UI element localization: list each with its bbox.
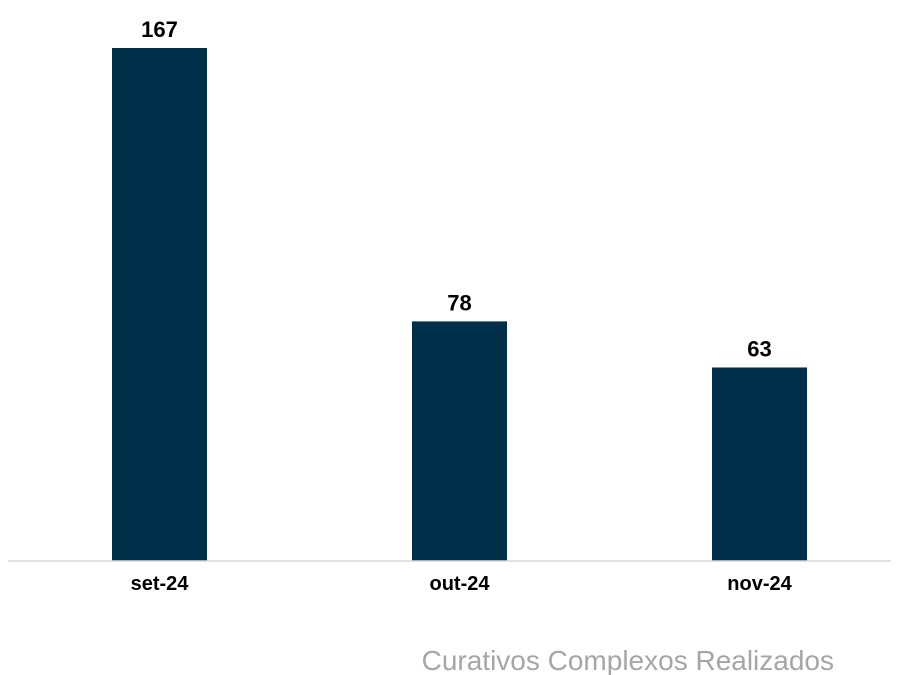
bar-out-24 bbox=[412, 321, 507, 561]
x-tick-label-set-24: set-24 bbox=[131, 573, 190, 595]
bar-set-24 bbox=[112, 48, 207, 561]
x-tick-labels-group: set-24 out-24 nov-24 bbox=[131, 573, 793, 595]
chart-caption: Curativos Complexos Realizados bbox=[422, 645, 834, 675]
data-label-nov-24: 63 bbox=[747, 336, 771, 361]
bars-group bbox=[112, 48, 807, 561]
x-tick-label-nov-24: nov-24 bbox=[727, 573, 792, 595]
x-tick-label-out-24: out-24 bbox=[430, 573, 491, 595]
bar-nov-24 bbox=[712, 367, 807, 561]
data-label-out-24: 78 bbox=[447, 290, 471, 315]
data-labels-group: 167 78 63 bbox=[141, 17, 772, 361]
data-label-set-24: 167 bbox=[141, 17, 178, 42]
